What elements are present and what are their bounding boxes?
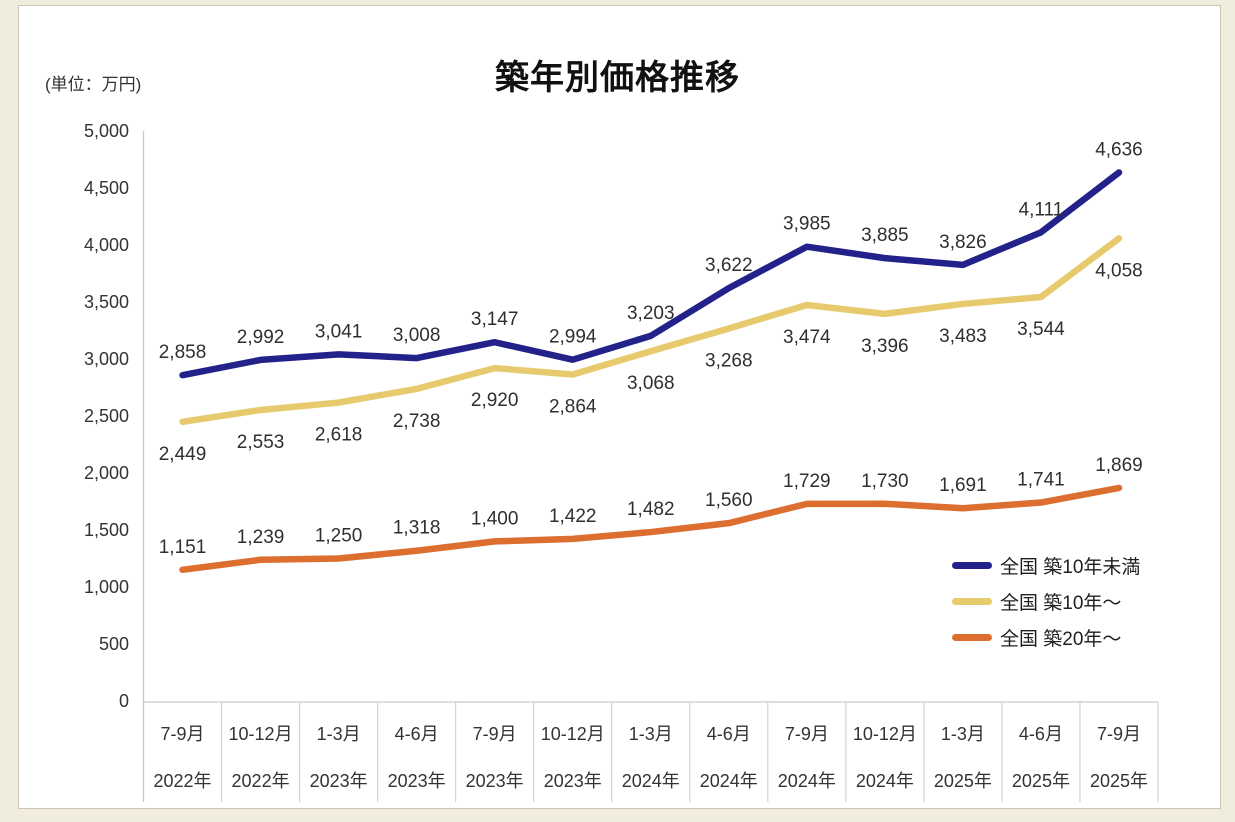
x-axis-quarter-label: 10-12月 <box>229 724 293 744</box>
legend-label: 全国 築20年～ <box>1000 628 1122 650</box>
data-point-label: 1,318 <box>393 518 441 539</box>
x-axis-quarter-label: 10-12月 <box>853 724 917 744</box>
data-point-label: 4,058 <box>1095 260 1143 281</box>
data-point-label: 2,994 <box>549 327 597 348</box>
y-axis-tick-label: 1,000 <box>84 577 129 597</box>
data-point-label: 1,482 <box>627 499 675 520</box>
x-axis-quarter-label: 7-9月 <box>473 724 517 744</box>
data-point-label: 3,396 <box>861 336 909 357</box>
data-point-label: 3,474 <box>783 327 831 348</box>
data-point-label: 1,250 <box>315 526 363 547</box>
data-point-label: 3,622 <box>705 255 753 276</box>
x-axis-year-label: 2025年 <box>1090 771 1148 791</box>
data-point-label: 1,729 <box>783 471 831 492</box>
data-point-label: 4,111 <box>1019 199 1064 220</box>
y-axis-tick-label: 1,500 <box>84 520 129 540</box>
data-point-label: 3,268 <box>705 350 753 371</box>
data-point-label: 1,869 <box>1095 455 1143 476</box>
data-point-label: 2,553 <box>237 432 285 453</box>
legend-line-swatch-navy <box>952 561 992 569</box>
data-point-label: 2,858 <box>159 342 207 363</box>
data-point-label: 1,560 <box>705 490 753 511</box>
data-point-label: 1,691 <box>939 475 987 496</box>
data-point-label: 3,068 <box>627 373 675 394</box>
x-axis-quarter-label: 1-3月 <box>317 724 361 744</box>
x-axis-year-label: 2023年 <box>310 771 368 791</box>
chart-legend: 全国 築10年未満 全国 築10年～ 全国 築20年～ <box>952 554 1141 650</box>
data-point-label: 3,826 <box>939 232 987 253</box>
data-point-label: 1,239 <box>237 527 285 548</box>
data-point-label: 3,008 <box>393 325 441 346</box>
chart-title: 築年別価格推移 <box>495 59 740 97</box>
x-axis-quarter-label: 4-6月 <box>1019 724 1063 744</box>
x-axis-year-label: 2024年 <box>622 771 680 791</box>
data-point-label: 2,449 <box>159 444 207 465</box>
data-point-label: 3,041 <box>315 321 363 342</box>
data-point-label: 1,741 <box>1017 470 1065 491</box>
x-axis-quarter-label: 4-6月 <box>707 724 751 744</box>
x-axis-quarter-label: 10-12月 <box>541 724 605 744</box>
x-axis-year-label: 2024年 <box>700 771 758 791</box>
data-point-label: 2,618 <box>315 425 363 446</box>
unit-label: (単位：万円) <box>45 75 142 94</box>
data-point-label: 3,483 <box>939 326 987 347</box>
legend-label: 全国 築10年未満 <box>1000 556 1141 578</box>
legend-label: 全国 築10年～ <box>1000 592 1122 614</box>
y-axis-tick-label: 3,000 <box>84 349 129 369</box>
x-axis-quarter-label: 7-9月 <box>161 724 205 744</box>
series-line <box>179 235 1123 426</box>
legend-item-over-20yrs: 全国 築20年～ <box>952 626 1140 650</box>
data-point-label: 1,400 <box>471 508 519 529</box>
y-axis-tick-label: 4,500 <box>84 178 129 198</box>
y-axis-tick-label: 0 <box>119 691 129 711</box>
legend-line-swatch-orange <box>952 633 992 641</box>
y-axis-tick-label: 2,000 <box>84 463 129 483</box>
x-axis-year-label: 2023年 <box>466 771 524 791</box>
legend-item-under-10yrs: 全国 築10年未満 <box>952 554 1141 578</box>
y-axis-tick-label: 5,000 <box>84 121 129 141</box>
chart-card <box>18 5 1221 809</box>
x-axis-year-label: 2022年 <box>232 771 290 791</box>
data-point-label: 1,151 <box>159 537 207 558</box>
x-axis-quarter-label: 1-3月 <box>629 724 673 744</box>
y-axis-tick-label: 500 <box>99 634 129 654</box>
data-point-label: 2,864 <box>549 397 597 418</box>
data-point-label: 1,730 <box>861 471 909 492</box>
data-point-label: 2,992 <box>237 327 285 348</box>
x-axis-year-label: 2025年 <box>934 771 992 791</box>
data-point-label: 3,544 <box>1017 319 1065 340</box>
x-axis-year-label: 2025年 <box>1012 771 1070 791</box>
series-line <box>179 169 1123 379</box>
x-axis-year-label: 2023年 <box>544 771 602 791</box>
data-point-label: 3,203 <box>627 303 675 324</box>
x-axis-quarter-label: 7-9月 <box>1097 724 1141 744</box>
x-axis-year-label: 2024年 <box>778 771 836 791</box>
x-axis-year-label: 2023年 <box>388 771 446 791</box>
data-point-label: 3,147 <box>471 309 519 330</box>
data-point-label: 3,985 <box>783 214 831 235</box>
x-axis-quarter-label: 7-9月 <box>785 724 829 744</box>
legend-line-swatch-yellow <box>952 597 992 605</box>
series-line <box>179 484 1123 574</box>
y-axis-tick-label: 2,500 <box>84 406 129 426</box>
data-point-label: 3,885 <box>861 225 909 246</box>
x-axis-quarter-label: 1-3月 <box>941 724 985 744</box>
y-axis-tick-label: 4,000 <box>84 235 129 255</box>
legend-item-over-10yrs: 全国 築10年～ <box>952 590 1140 614</box>
x-axis-year-label: 2022年 <box>153 771 211 791</box>
x-axis-year-label: 2024年 <box>856 771 914 791</box>
data-point-label: 2,920 <box>471 390 519 411</box>
data-point-label: 4,636 <box>1095 139 1143 160</box>
y-axis-tick-label: 3,500 <box>84 292 129 312</box>
data-point-label: 2,738 <box>393 411 441 432</box>
x-axis-quarter-label: 4-6月 <box>395 724 439 744</box>
data-point-label: 1,422 <box>549 506 597 527</box>
